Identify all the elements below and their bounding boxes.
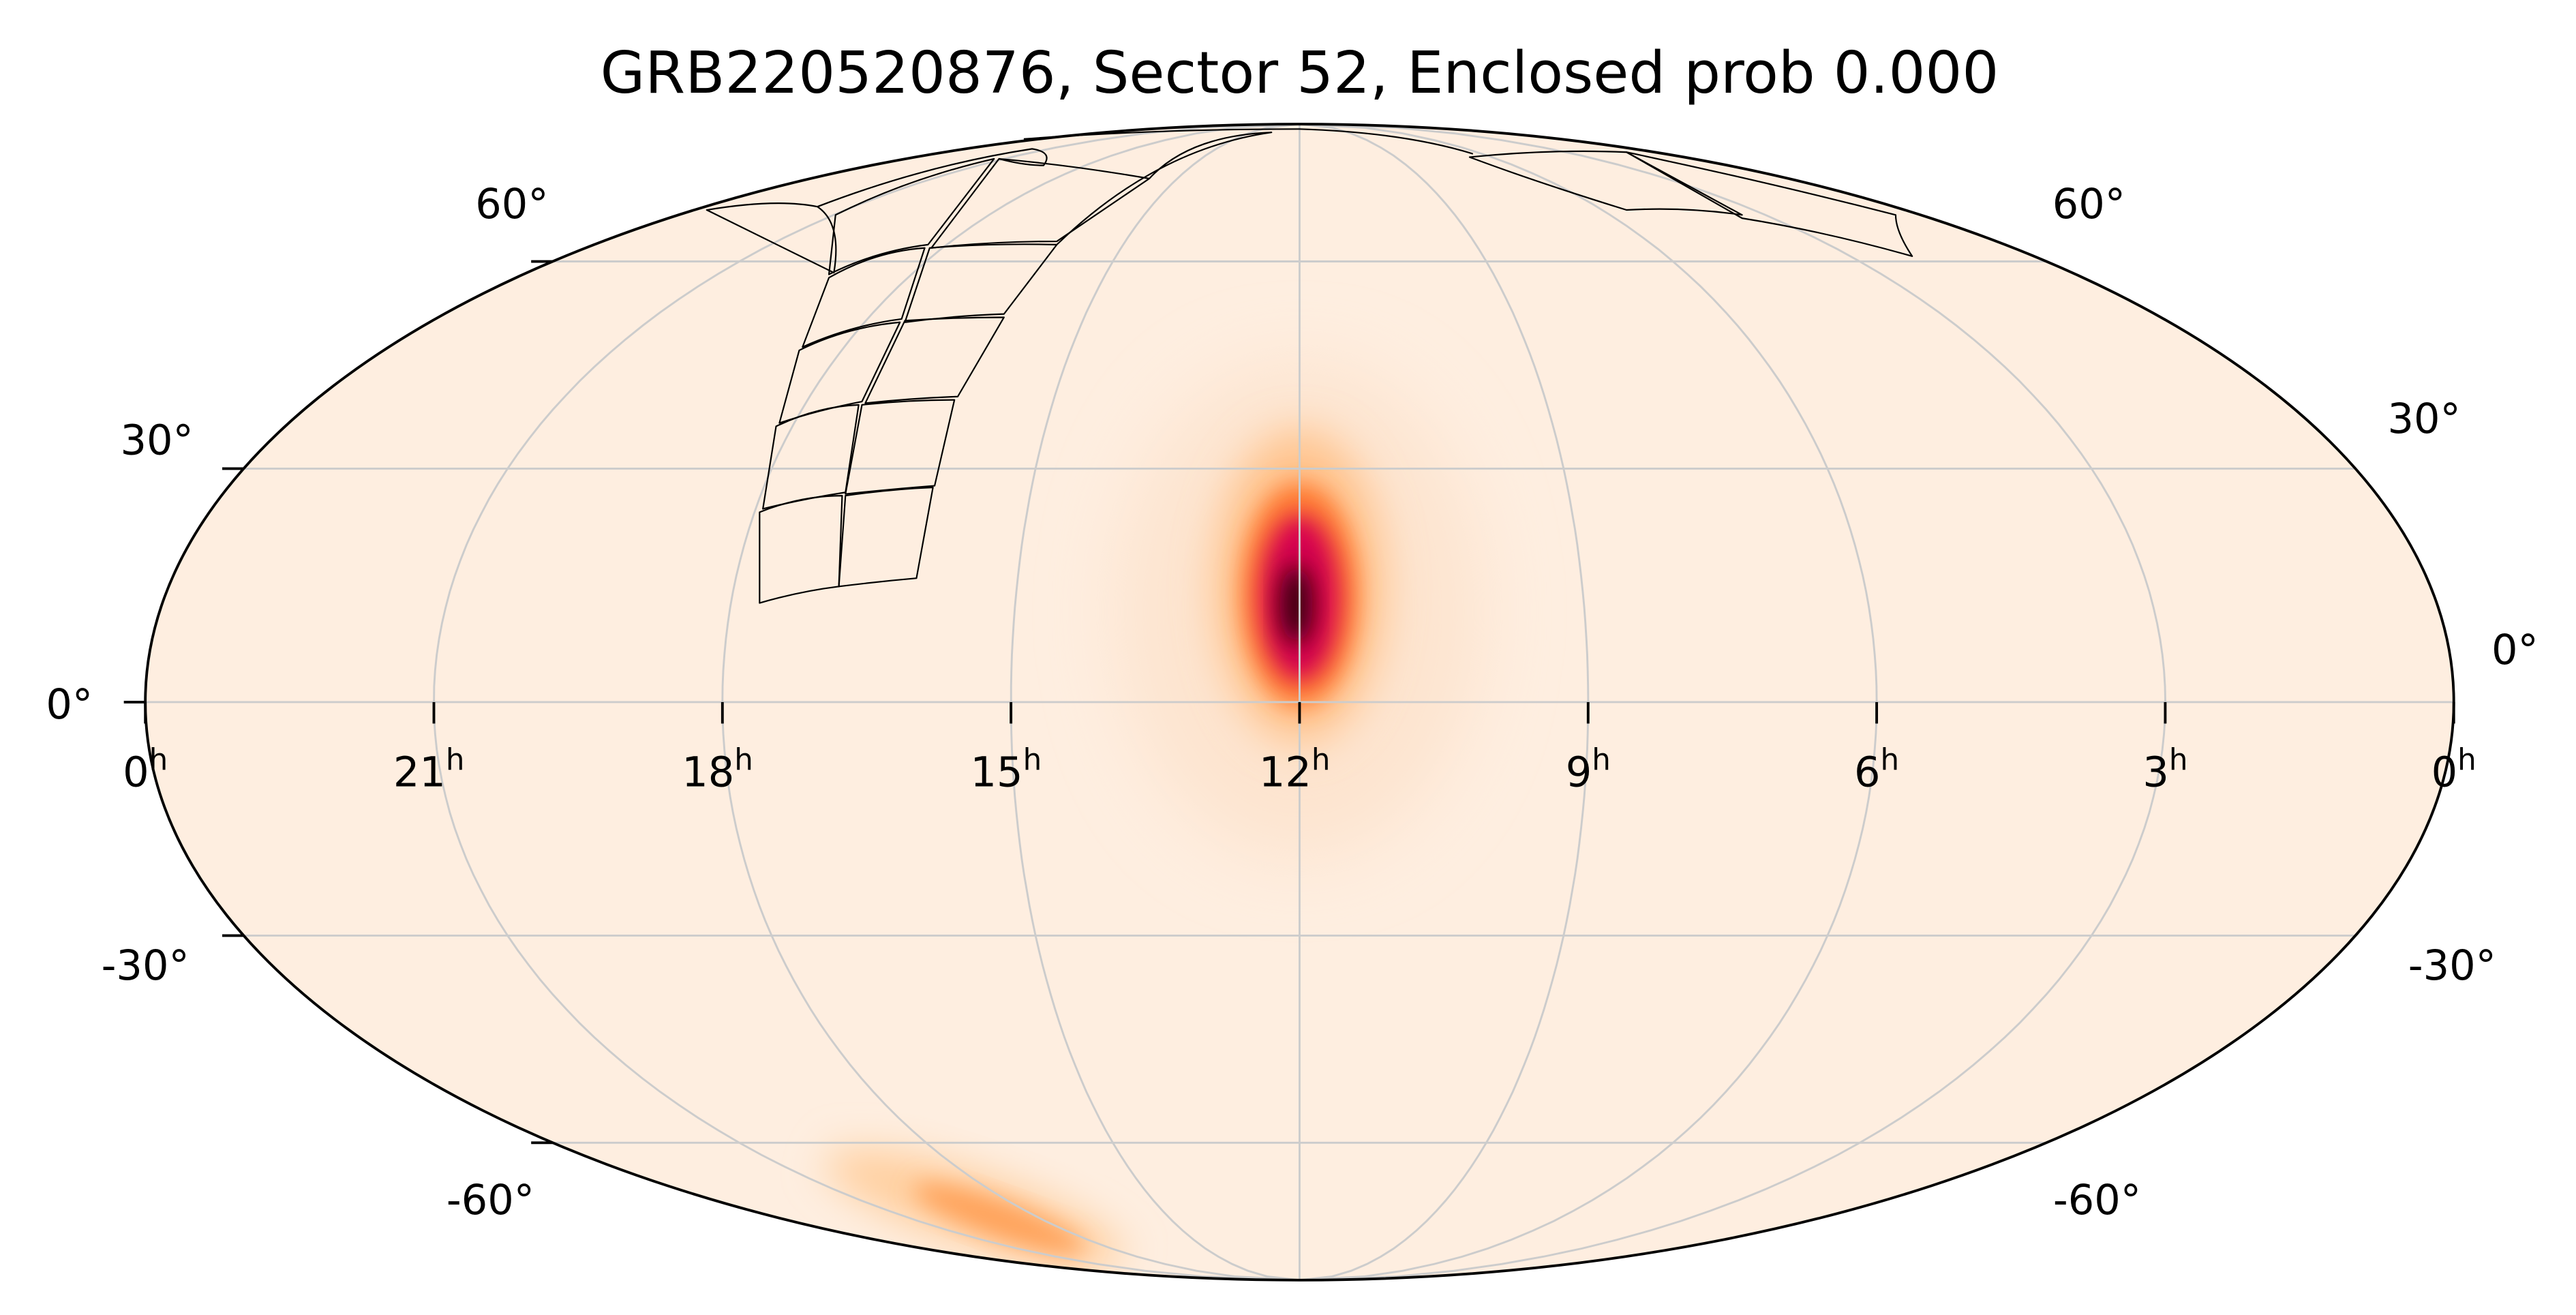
ra-tick-label: 18h [682, 743, 753, 796]
ccd-footprint-outline [838, 486, 934, 588]
dec-tick-label-right: -60° [2053, 1177, 2141, 1224]
dec-tick-label-left: 30° [120, 417, 193, 465]
south-blob-core [913, 1183, 1085, 1255]
ccd-footprint-outline [845, 399, 956, 495]
dec-tick-label-right: 30° [2387, 395, 2460, 443]
ccd-footprint-outline [802, 247, 926, 348]
sector-footprint [706, 128, 1913, 604]
dec-tick-label-left: -60° [446, 1177, 534, 1224]
chart-title: GRB220520876, Sector 52, Enclosed prob 0… [601, 39, 1999, 106]
ra-tick-label: 12h [1259, 743, 1331, 796]
ccd-footprint-outline [828, 157, 995, 275]
axis-labels: 0h 21h 18h 15h 12h 9h 6h 3h 0h 60° 30° 0° -30° -60° 60… [46, 181, 2538, 1224]
ccd-footprint-outline [1468, 150, 1743, 216]
ccd-footprint-outline [817, 148, 1048, 208]
dec-tick-label-right: 0° [2491, 626, 2539, 674]
ccd-footprint-outline [1023, 128, 1474, 155]
ra-tick-label: 21h [393, 743, 465, 796]
ra-tick-label: 0h [123, 743, 168, 796]
ccd-footprint-outline [778, 321, 901, 424]
ra-tick-label: 15h [971, 743, 1042, 796]
ccd-footprint-outline [930, 157, 1151, 249]
ra-tick-label: 9h [1566, 743, 1611, 796]
ra-tick-label: 6h [1854, 743, 1899, 796]
dec-tick-label-left: 60° [475, 181, 548, 228]
ra-tick-label: 0h [2431, 743, 2476, 796]
ccd-footprint-outline [1626, 151, 1913, 257]
dec-tick-label-left: -30° [102, 942, 190, 990]
dec-tick-label-right: 60° [2052, 181, 2125, 228]
dec-tick-label-right: -30° [2408, 942, 2496, 990]
dec-tick-label-left: 0° [46, 681, 93, 729]
axis-ticks [123, 260, 2455, 1145]
ccd-footprint-outline [706, 202, 837, 274]
heat-peak [1279, 564, 1313, 645]
ccd-footprint-outline [1056, 132, 1273, 245]
ra-tick-label: 3h [2142, 743, 2187, 796]
ccd-footprint-outline [904, 243, 1058, 323]
